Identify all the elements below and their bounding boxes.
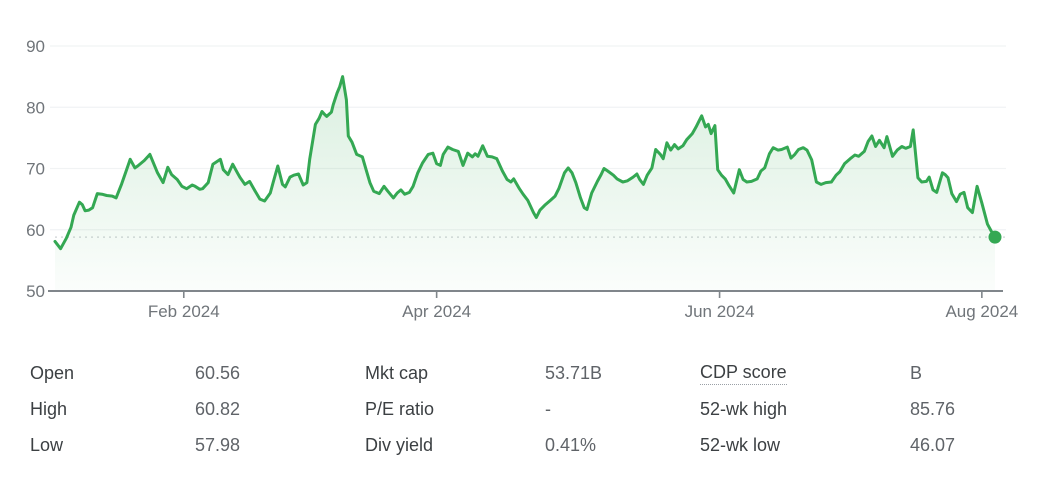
stat-value: 60.82 [195, 398, 241, 419]
y-axis-tick-label: 50 [26, 282, 45, 301]
stats-section: Open 60.56 High 60.82 Low 57.98 Mkt cap 53.71B P… [0, 355, 1060, 470]
stat-value: 85.76 [910, 398, 956, 419]
x-axis-tick-label: Apr 2024 [402, 302, 471, 321]
stat-row: Low 57.98 [30, 427, 350, 463]
y-axis-tick-label: 80 [26, 98, 45, 117]
stat-label-52-wk-high: 52-wk high [700, 398, 788, 419]
x-axis-tick-label: Jun 2024 [685, 302, 755, 321]
stat-label-p-e-ratio: P/E ratio [365, 398, 435, 419]
stat-label-open: Open [30, 362, 75, 383]
stat-value: 0.41% [545, 434, 597, 455]
stat-row: Open 60.56 [30, 355, 350, 391]
y-axis-tick-label: 70 [26, 160, 45, 179]
stat-value: B [910, 362, 923, 383]
stats-column-2: CDP score B 52-wk high 85.76 52-wk low 46.07 [700, 355, 1040, 463]
price-line [53, 75, 997, 251]
y-axis-tick-label: 90 [26, 37, 45, 56]
stat-row: Mkt cap 53.71B [365, 355, 685, 391]
stat-label-div-yield: Div yield [365, 434, 434, 455]
stat-row: Div yield 0.41% [365, 427, 685, 463]
stat-value: 53.71B [545, 362, 603, 383]
stat-value: - [545, 398, 551, 419]
x-axis-tick-label: Feb 2024 [148, 302, 220, 321]
stat-label-cdp-score[interactable]: CDP score [700, 362, 787, 385]
stats-column-0: Open 60.56 High 60.82 Low 57.98 [30, 355, 350, 463]
stat-value: 60.56 [195, 362, 241, 383]
stat-row: High 60.82 [30, 391, 350, 427]
stat-label-52-wk-low: 52-wk low [700, 434, 781, 455]
stat-label-high: High [30, 398, 68, 419]
stat-label-mkt-cap: Mkt cap [365, 362, 429, 383]
stat-row: 52-wk low 46.07 [700, 427, 1040, 463]
stat-label-low: Low [30, 434, 64, 455]
stat-value: 46.07 [910, 434, 956, 455]
stat-row: CDP score B [700, 355, 1040, 391]
last-price-dot [988, 230, 1002, 244]
x-axis-tick-label: Aug 2024 [945, 302, 1018, 321]
stat-row: 52-wk high 85.76 [700, 391, 1040, 427]
stat-value: 57.98 [195, 434, 241, 455]
price-area-fill [55, 76, 995, 291]
price-chart[interactable]: Feb 2024 Apr 2024 Jun 2024 Aug 2024 90 80 70 60… [0, 0, 1060, 345]
stats-column-1: Mkt cap 53.71B P/E ratio - Div yield 0.41% [365, 355, 685, 463]
stock-price-chart-area[interactable]: Feb 2024 Apr 2024 Jun 2024 Aug 2024 90 80 70 60… [0, 0, 1060, 345]
y-axis-tick-label: 60 [26, 221, 45, 240]
stat-row: P/E ratio - [365, 391, 685, 427]
